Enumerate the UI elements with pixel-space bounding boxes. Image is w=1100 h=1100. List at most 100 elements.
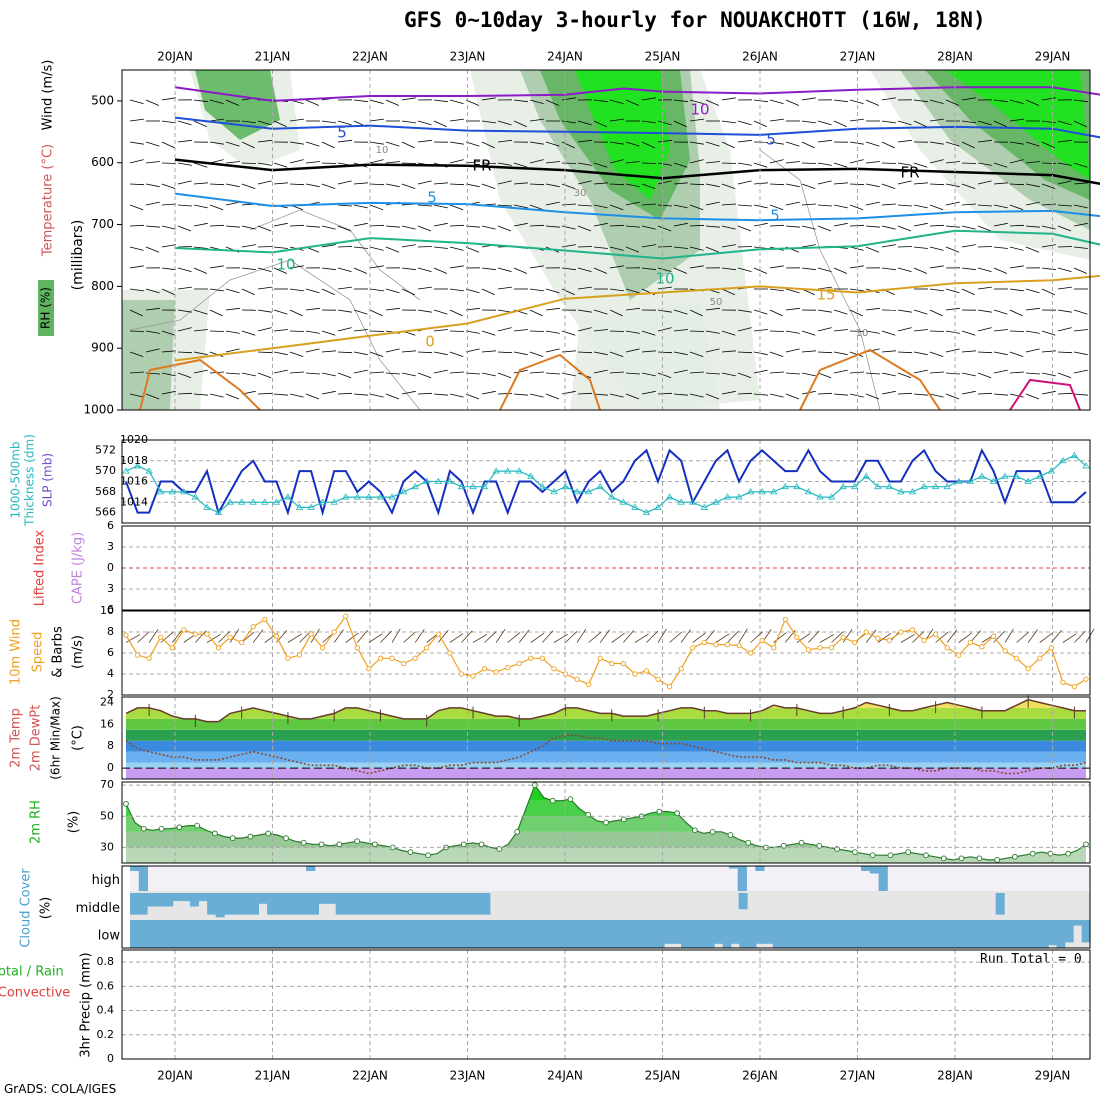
thickness-point xyxy=(527,472,535,479)
wind-barb xyxy=(241,162,257,164)
wind-barb xyxy=(433,309,448,315)
wind-barb xyxy=(769,183,785,186)
wind10m-point xyxy=(666,683,673,690)
wind-barb xyxy=(385,393,400,400)
wind-barb xyxy=(625,288,640,294)
cloud-bar-low xyxy=(831,920,840,948)
x-tick-label-top: 26JAN xyxy=(742,50,778,64)
wind-barb xyxy=(484,631,497,643)
wind-barb xyxy=(193,120,207,128)
cloud-bar-low xyxy=(789,920,799,948)
thickness-point xyxy=(203,503,211,510)
wind-barb xyxy=(593,222,608,227)
wind-barb xyxy=(881,141,895,149)
cloud-bar-low xyxy=(1073,920,1082,926)
wind-barb xyxy=(641,141,655,149)
cloud-bar-middle xyxy=(395,893,405,915)
wind-barb xyxy=(881,225,896,230)
y-axis-label-wind: Wind (m/s) xyxy=(41,60,56,131)
wind-barb xyxy=(148,628,159,643)
wind10m-point xyxy=(932,631,939,637)
wind-barb xyxy=(673,329,688,332)
contour-label: 15 xyxy=(816,286,835,304)
wind-barb xyxy=(801,267,816,271)
wind-barb xyxy=(977,246,993,248)
wind-barb xyxy=(529,118,544,122)
wind10m-point xyxy=(319,645,326,651)
cloud-bar-low xyxy=(1006,920,1016,948)
cloud-bar-low xyxy=(305,920,314,948)
rh-contour-line xyxy=(129,259,421,411)
cloud-bar-low xyxy=(297,920,306,948)
wind-barb xyxy=(945,348,960,353)
thickness-point xyxy=(503,467,512,474)
cloud-bar-middle xyxy=(318,893,328,904)
wind-barb xyxy=(273,246,288,249)
wind-barb xyxy=(177,139,192,143)
wind-barb xyxy=(801,225,816,230)
cloud-bar-middle xyxy=(344,893,354,915)
wind-barb xyxy=(353,267,368,274)
temp-band xyxy=(126,768,1086,779)
thickness-point xyxy=(978,472,986,479)
wind-barb xyxy=(689,141,704,145)
wind-barb xyxy=(161,267,176,271)
wind-barb xyxy=(305,183,320,188)
wind-barb xyxy=(129,246,144,251)
thickness-point xyxy=(561,482,570,490)
temp-band xyxy=(126,751,1086,763)
wind-barb xyxy=(721,203,737,206)
wind-barb xyxy=(849,118,864,122)
wind10m-point xyxy=(643,668,650,674)
wind-barb xyxy=(1025,288,1040,294)
wind-barb xyxy=(817,267,832,272)
wind-barb xyxy=(673,222,688,227)
cloud-bar-low xyxy=(472,920,481,948)
wind-barb xyxy=(305,141,320,147)
wind-barb xyxy=(305,307,320,311)
wind-barb xyxy=(1057,372,1072,379)
wind-barb xyxy=(849,265,864,269)
cloud-bar-low xyxy=(288,920,298,948)
wind-barb xyxy=(481,372,496,377)
wind-barb xyxy=(673,309,688,315)
cloud-bar-low xyxy=(230,920,239,948)
wind-barb xyxy=(833,351,848,356)
wind-barb xyxy=(433,204,448,209)
y-tick-label-rh2m: 50 xyxy=(100,809,114,822)
rh2m-point xyxy=(407,849,414,855)
wind-barb xyxy=(785,393,800,400)
wind10m-point xyxy=(204,631,210,637)
thickness-point xyxy=(758,488,766,495)
wind-barb xyxy=(289,309,303,317)
thickness-point xyxy=(342,493,350,500)
thickness-point xyxy=(272,498,281,505)
thickness-point xyxy=(850,482,859,490)
wind-barb xyxy=(209,204,224,211)
wind-barb xyxy=(945,246,960,253)
wind-barb xyxy=(545,288,560,294)
wind-barb xyxy=(833,162,848,168)
cloud-bar-low xyxy=(1056,920,1066,948)
wind-barb xyxy=(333,629,344,643)
wind-barb xyxy=(553,633,568,643)
wind-barb xyxy=(337,225,352,232)
contour-label: 50 xyxy=(710,297,723,308)
wind-barb xyxy=(1009,393,1024,398)
cloud-bar-low xyxy=(931,920,941,948)
wind-barb xyxy=(977,204,993,207)
wind-barb xyxy=(561,288,575,296)
wind-barb xyxy=(609,224,625,227)
wind-barb xyxy=(481,390,496,395)
wind-barb xyxy=(289,224,305,227)
wind-barb xyxy=(257,286,272,290)
wind-barb xyxy=(657,309,672,313)
rh2m-point xyxy=(460,841,467,848)
cloud-bar-low xyxy=(1048,920,1057,946)
wind-barb xyxy=(897,392,913,395)
wind-barb xyxy=(641,267,656,271)
wind-barb xyxy=(1009,288,1024,292)
wind-barb xyxy=(289,141,304,145)
cloud-bar-low xyxy=(163,920,173,948)
